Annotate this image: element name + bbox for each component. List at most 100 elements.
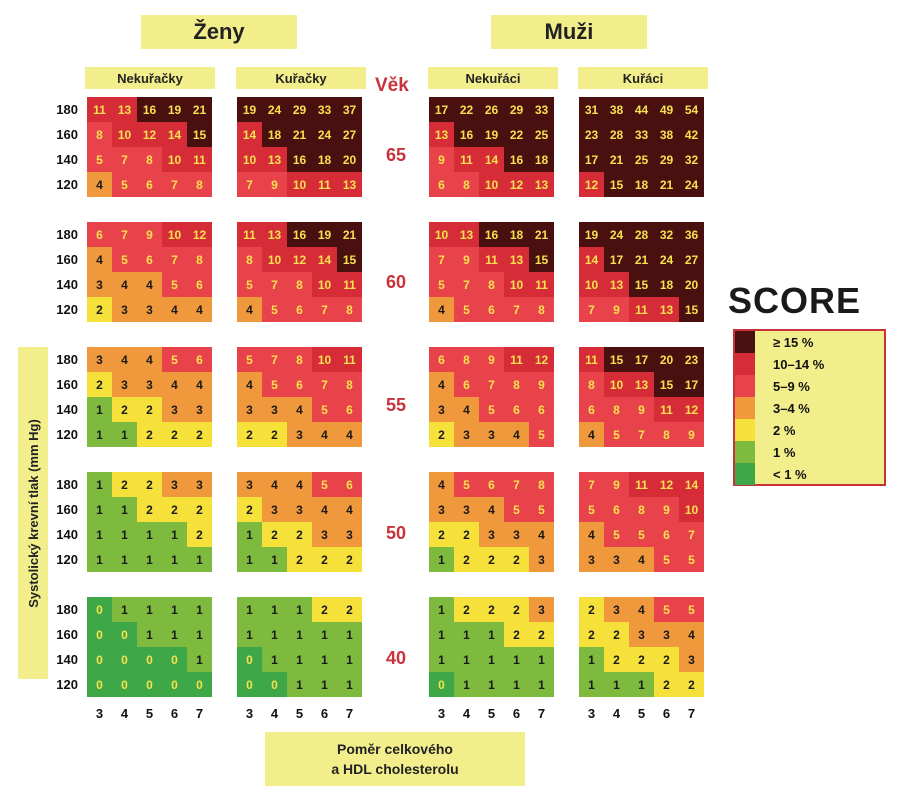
risk-cell: 5 <box>479 397 504 422</box>
risk-cell: 1 <box>237 547 262 572</box>
risk-cell: 8 <box>287 347 312 372</box>
risk-cell: 3 <box>162 397 187 422</box>
sbp-tick-label: 160 <box>56 127 78 142</box>
risk-cell: 17 <box>579 147 604 172</box>
risk-cell: 21 <box>629 247 654 272</box>
age-label-40: 40 <box>385 648 407 668</box>
risk-cell: 22 <box>454 97 479 122</box>
risk-cell: 1 <box>112 522 137 547</box>
legend-item: 5–9 % <box>735 375 885 397</box>
risk-cell: 2 <box>579 622 604 647</box>
risk-cell: 12 <box>187 222 212 247</box>
risk-cell: 0 <box>162 672 187 697</box>
risk-cell: 23 <box>679 347 704 372</box>
risk-cell: 6 <box>137 172 162 197</box>
risk-cell: 1 <box>579 672 604 697</box>
risk-cell: 13 <box>262 222 287 247</box>
risk-cell: 4 <box>112 272 137 297</box>
risk-cell: 33 <box>529 97 554 122</box>
risk-cell: 3 <box>162 472 187 497</box>
risk-cell: 6 <box>579 397 604 422</box>
risk-cell: 3 <box>112 297 137 322</box>
risk-cell: 9 <box>679 422 704 447</box>
risk-cell: 6 <box>187 347 212 372</box>
risk-cell: 10 <box>162 222 187 247</box>
sbp-tick-label: 140 <box>56 402 78 417</box>
risk-cell: 2 <box>479 597 504 622</box>
risk-cell: 7 <box>262 347 287 372</box>
risk-cell: 2 <box>312 597 337 622</box>
risk-cell: 17 <box>429 97 454 122</box>
x-tick-label: 7 <box>195 706 204 721</box>
risk-cell: 17 <box>629 347 654 372</box>
risk-cell: 8 <box>579 372 604 397</box>
risk-cell: 2 <box>337 597 362 622</box>
x-tick-label: 5 <box>295 706 304 721</box>
risk-cell: 1 <box>504 672 529 697</box>
x-tick-label: 3 <box>437 706 446 721</box>
sbp-tick-label: 140 <box>56 527 78 542</box>
risk-cell: 26 <box>479 97 504 122</box>
risk-cell: 10 <box>604 372 629 397</box>
risk-cell: 8 <box>479 272 504 297</box>
risk-cell: 13 <box>604 272 629 297</box>
risk-cell: 4 <box>429 372 454 397</box>
risk-cell: 14 <box>579 247 604 272</box>
risk-cell: 1 <box>87 547 112 572</box>
risk-cell: 5 <box>604 422 629 447</box>
risk-cell: 13 <box>654 297 679 322</box>
risk-cell: 9 <box>604 297 629 322</box>
risk-cell: 42 <box>679 122 704 147</box>
legend-label: < 1 % <box>773 466 807 482</box>
sbp-tick-label: 180 <box>56 602 78 617</box>
risk-cell: 25 <box>529 122 554 147</box>
risk-cell: 11 <box>337 347 362 372</box>
risk-cell: 8 <box>604 397 629 422</box>
risk-cell: 3 <box>262 497 287 522</box>
risk-cell: 0 <box>237 672 262 697</box>
x-tick-label: 4 <box>270 706 279 721</box>
risk-cell: 5 <box>162 347 187 372</box>
risk-cell: 15 <box>604 172 629 197</box>
risk-cell: 11 <box>479 247 504 272</box>
risk-cell: 2 <box>337 547 362 572</box>
risk-cell: 5 <box>679 597 704 622</box>
risk-cell: 17 <box>679 372 704 397</box>
x-tick-label: 5 <box>145 706 154 721</box>
risk-grid-kuřačky-55: 5 7 8 10 11 4 5 6 7 8 3 3 4 5 6 2 2 3 4 4 <box>237 347 362 447</box>
risk-cell: 4 <box>137 347 162 372</box>
legend-swatch <box>735 353 755 375</box>
risk-cell: 18 <box>629 172 654 197</box>
legend-swatch <box>735 375 755 397</box>
risk-cell: 11 <box>529 272 554 297</box>
risk-cell: 7 <box>162 172 187 197</box>
risk-cell: 1 <box>137 622 162 647</box>
risk-cell: 19 <box>312 222 337 247</box>
risk-cell: 3 <box>137 372 162 397</box>
risk-cell: 16 <box>454 122 479 147</box>
risk-cell: 8 <box>87 122 112 147</box>
risk-cell: 4 <box>287 397 312 422</box>
risk-cell: 1 <box>312 647 337 672</box>
risk-cell: 33 <box>629 122 654 147</box>
risk-cell: 5 <box>237 272 262 297</box>
sbp-tick-label: 180 <box>56 477 78 492</box>
risk-cell: 24 <box>312 122 337 147</box>
risk-cell: 2 <box>454 547 479 572</box>
risk-cell: 2 <box>604 647 629 672</box>
x-tick-label: 3 <box>95 706 104 721</box>
risk-cell: 5 <box>429 272 454 297</box>
risk-cell: 4 <box>237 372 262 397</box>
risk-cell: 20 <box>654 347 679 372</box>
risk-cell: 3 <box>312 522 337 547</box>
risk-cell: 5 <box>162 272 187 297</box>
risk-cell: 3 <box>87 347 112 372</box>
risk-cell: 6 <box>137 247 162 272</box>
risk-cell: 14 <box>237 122 262 147</box>
risk-cell: 14 <box>679 472 704 497</box>
risk-cell: 1 <box>187 622 212 647</box>
risk-cell: 2 <box>629 647 654 672</box>
risk-cell: 10 <box>429 222 454 247</box>
